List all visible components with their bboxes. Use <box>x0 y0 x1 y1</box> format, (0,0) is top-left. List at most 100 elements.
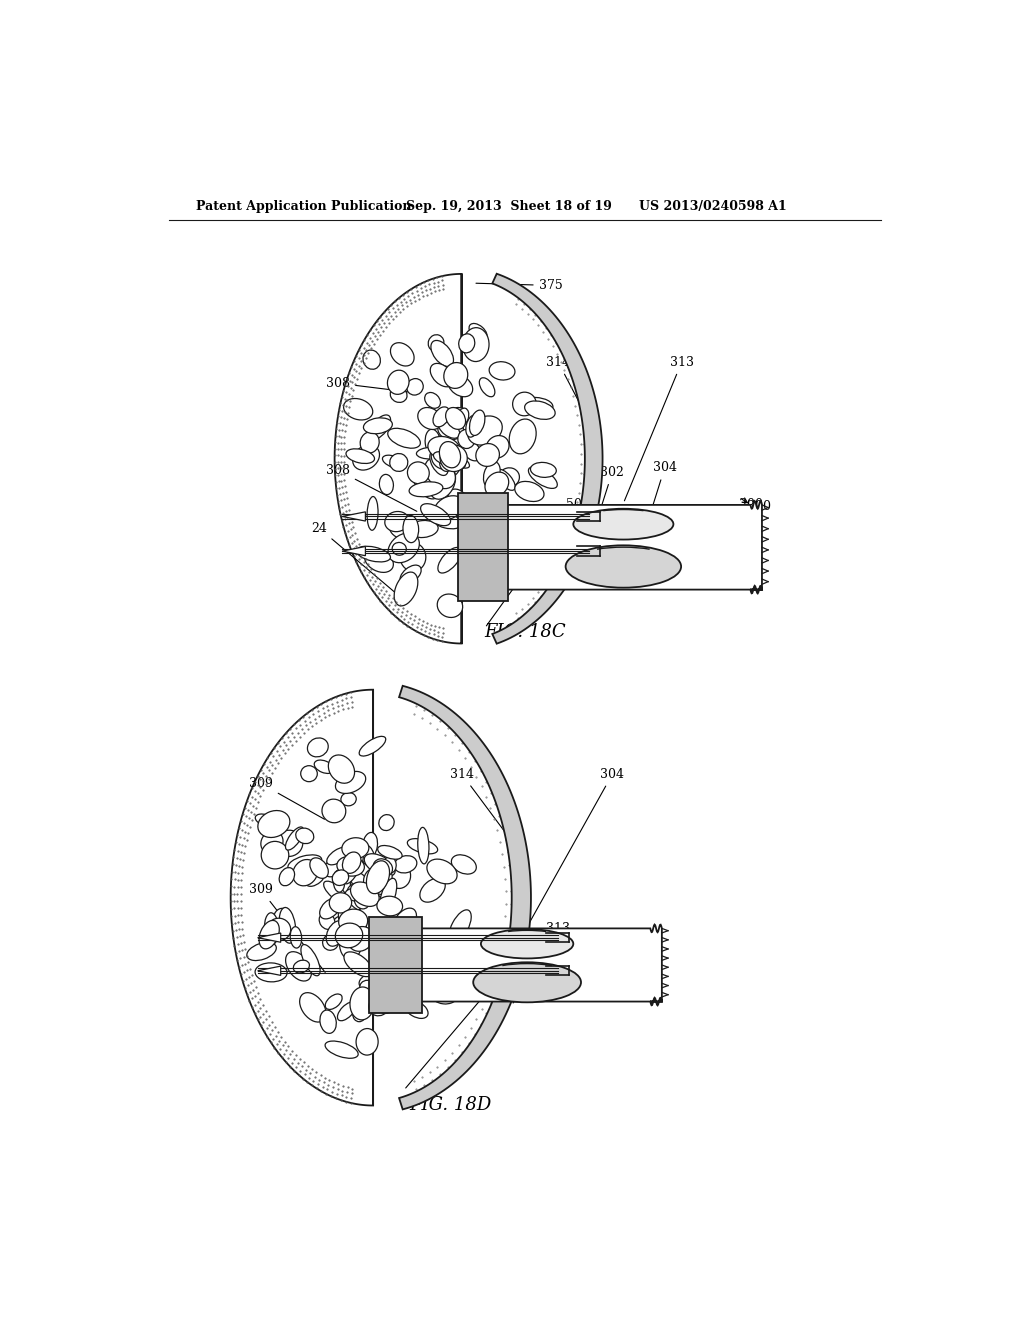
Ellipse shape <box>310 858 329 878</box>
Ellipse shape <box>319 1010 336 1034</box>
Ellipse shape <box>463 327 489 362</box>
Ellipse shape <box>439 449 456 471</box>
Ellipse shape <box>305 867 326 886</box>
Ellipse shape <box>360 845 374 866</box>
Ellipse shape <box>466 414 479 437</box>
Ellipse shape <box>333 870 345 892</box>
Polygon shape <box>335 275 462 644</box>
Ellipse shape <box>344 399 373 420</box>
Ellipse shape <box>388 428 421 449</box>
Ellipse shape <box>359 973 384 989</box>
Text: 50: 50 <box>406 983 497 1088</box>
Ellipse shape <box>428 437 460 459</box>
Ellipse shape <box>359 737 386 756</box>
Ellipse shape <box>489 362 515 380</box>
Ellipse shape <box>378 846 402 859</box>
Ellipse shape <box>338 894 357 929</box>
Ellipse shape <box>443 451 469 469</box>
Ellipse shape <box>352 445 380 470</box>
Polygon shape <box>398 924 662 1006</box>
Ellipse shape <box>392 543 407 556</box>
Polygon shape <box>258 966 281 975</box>
Ellipse shape <box>301 766 317 781</box>
Ellipse shape <box>443 363 468 388</box>
Text: 314: 314 <box>451 768 518 849</box>
Polygon shape <box>342 512 366 521</box>
Ellipse shape <box>362 833 378 858</box>
Ellipse shape <box>438 420 460 438</box>
Ellipse shape <box>350 987 375 1020</box>
Text: 314: 314 <box>547 356 591 425</box>
Ellipse shape <box>418 408 442 429</box>
Text: 304: 304 <box>528 768 625 924</box>
Ellipse shape <box>290 927 302 948</box>
Polygon shape <box>399 686 531 1109</box>
Ellipse shape <box>382 925 398 942</box>
Ellipse shape <box>379 474 393 495</box>
Ellipse shape <box>466 539 489 565</box>
Ellipse shape <box>473 962 581 1002</box>
Ellipse shape <box>458 429 475 449</box>
Ellipse shape <box>469 323 487 341</box>
Ellipse shape <box>409 520 438 537</box>
Ellipse shape <box>335 923 362 948</box>
Ellipse shape <box>280 867 295 886</box>
Ellipse shape <box>389 519 418 540</box>
Ellipse shape <box>288 855 322 871</box>
Text: Sep. 19, 2013  Sheet 18 of 19: Sep. 19, 2013 Sheet 18 of 19 <box>407 199 612 213</box>
Ellipse shape <box>336 771 366 793</box>
Ellipse shape <box>324 882 348 903</box>
Ellipse shape <box>261 832 283 854</box>
Ellipse shape <box>264 912 279 945</box>
Ellipse shape <box>390 343 414 366</box>
Ellipse shape <box>513 392 537 416</box>
Ellipse shape <box>326 994 342 1010</box>
Ellipse shape <box>382 455 406 469</box>
Ellipse shape <box>407 379 423 395</box>
Ellipse shape <box>387 862 411 888</box>
Ellipse shape <box>350 882 379 907</box>
Ellipse shape <box>300 993 326 1022</box>
Ellipse shape <box>364 867 386 894</box>
Ellipse shape <box>342 851 360 874</box>
Ellipse shape <box>301 945 321 975</box>
Ellipse shape <box>369 997 389 1016</box>
Ellipse shape <box>341 792 356 805</box>
Ellipse shape <box>433 451 457 466</box>
Ellipse shape <box>379 990 400 1014</box>
Ellipse shape <box>428 440 454 458</box>
Ellipse shape <box>380 878 396 912</box>
Ellipse shape <box>347 883 376 912</box>
Ellipse shape <box>431 512 462 529</box>
Ellipse shape <box>344 853 364 884</box>
Ellipse shape <box>484 516 511 544</box>
Ellipse shape <box>447 444 461 461</box>
Polygon shape <box>230 689 373 1106</box>
Ellipse shape <box>372 894 389 913</box>
Ellipse shape <box>431 986 458 1005</box>
Ellipse shape <box>428 335 444 351</box>
Ellipse shape <box>400 565 421 585</box>
Ellipse shape <box>499 467 519 487</box>
Ellipse shape <box>565 545 681 587</box>
Ellipse shape <box>434 496 464 520</box>
Polygon shape <box>484 502 762 594</box>
Ellipse shape <box>528 467 557 488</box>
Ellipse shape <box>356 906 377 921</box>
Text: 375: 375 <box>476 279 562 292</box>
Ellipse shape <box>273 908 293 929</box>
Ellipse shape <box>390 454 408 471</box>
Ellipse shape <box>394 855 417 873</box>
Ellipse shape <box>344 952 373 977</box>
Ellipse shape <box>314 760 334 774</box>
Ellipse shape <box>387 370 409 395</box>
Ellipse shape <box>509 517 534 549</box>
Ellipse shape <box>390 387 408 403</box>
Ellipse shape <box>350 920 367 933</box>
Polygon shape <box>370 917 422 1014</box>
Ellipse shape <box>339 923 362 960</box>
Ellipse shape <box>459 334 475 352</box>
Ellipse shape <box>483 462 500 487</box>
Ellipse shape <box>343 929 361 945</box>
Ellipse shape <box>359 981 378 998</box>
